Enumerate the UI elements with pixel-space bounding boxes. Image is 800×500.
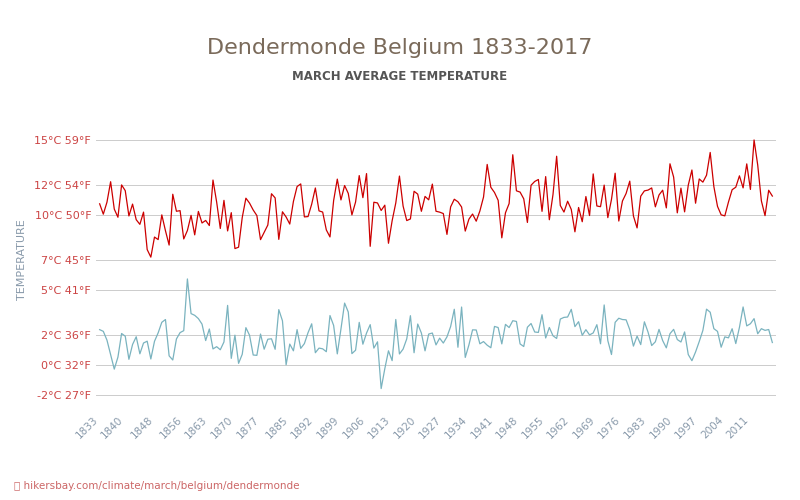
Y-axis label: TEMPERATURE: TEMPERATURE (18, 220, 27, 300)
Text: Dendermonde Belgium 1833-2017: Dendermonde Belgium 1833-2017 (207, 38, 593, 58)
Text: 📍 hikersbay.com/climate/march/belgium/dendermonde: 📍 hikersbay.com/climate/march/belgium/de… (14, 481, 300, 491)
Text: MARCH AVERAGE TEMPERATURE: MARCH AVERAGE TEMPERATURE (293, 70, 507, 82)
